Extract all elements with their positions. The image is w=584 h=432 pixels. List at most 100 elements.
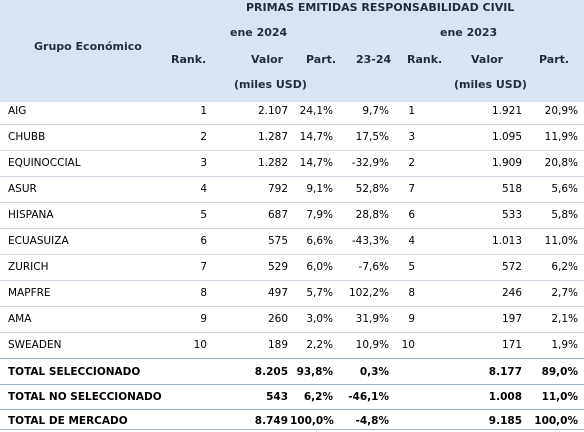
- cell-rank-b: 5: [408, 261, 415, 273]
- cell-rank-a: 2: [200, 131, 207, 143]
- cell-part-a: 14,7%: [299, 131, 333, 143]
- cell-part-b: 5,8%: [551, 209, 578, 221]
- cell-name: ECUASUIZA: [8, 235, 69, 247]
- cell-var: 52,8%: [355, 183, 389, 195]
- valor-2023-header: Valor: [471, 53, 504, 66]
- cell-valor-a: 575: [267, 235, 288, 247]
- cell-name: SWEADEN: [8, 339, 62, 351]
- cell-part-b: 5,6%: [551, 183, 578, 195]
- cell-var: -4,8%: [355, 415, 389, 427]
- cell-part-b: 89,0%: [541, 366, 578, 378]
- cell-rank-b: 8: [408, 287, 415, 299]
- cell-part-b: 6,2%: [551, 261, 578, 273]
- table-row: ASUR 4 792 9,1% 52,8% 7 518 5,6%: [0, 176, 584, 203]
- cell-valor-b: 518: [501, 183, 522, 195]
- cell-rank-a: 8: [200, 287, 207, 299]
- total-row: TOTAL NO SELECCIONADO 543 6,2% -46,1% 1.008 1…: [0, 384, 584, 410]
- cell-rank-b: 1: [408, 105, 415, 117]
- cell-valor-b: 9.185: [488, 415, 522, 427]
- cell-valor-b: 572: [501, 261, 522, 273]
- variation-header: 23-24: [356, 53, 392, 66]
- cell-valor-b: 1.095: [491, 131, 522, 143]
- table-row: SWEADEN 10 189 2,2% 10,9% 10 171 1,9%: [0, 332, 584, 359]
- cell-part-b: 11,9%: [544, 131, 578, 143]
- cell-name: ASUR: [8, 183, 37, 195]
- cell-part-a: 14,7%: [299, 157, 333, 169]
- cell-valor-a: 1.287: [257, 131, 288, 143]
- cell-name: ZURICH: [8, 261, 49, 273]
- cell-part-a: 93,8%: [296, 366, 333, 378]
- cell-rank-a: 6: [200, 235, 207, 247]
- units-2024-header: (miles USD): [234, 78, 307, 91]
- cell-valor-a: 2.107: [257, 105, 288, 117]
- table-header: PRIMAS EMITIDAS RESPONSABILIDAD CIVIL Gr…: [0, 0, 584, 102]
- cell-valor-a: 260: [267, 313, 288, 325]
- cell-name: TOTAL NO SELECCIONADO: [8, 391, 162, 403]
- table-row: ZURICH 7 529 6,0% -7,6% 5 572 6,2%: [0, 254, 584, 281]
- cell-var: -7,6%: [358, 261, 389, 273]
- cell-valor-b: 1.909: [491, 157, 522, 169]
- part-2023-header: Part.: [539, 53, 570, 66]
- cell-name: TOTAL DE MERCADO: [8, 415, 128, 427]
- cell-name: HISPANA: [8, 209, 54, 221]
- cell-rank-b: 3: [408, 131, 415, 143]
- cell-part-b: 11,0%: [541, 391, 578, 403]
- cell-name: MAPFRE: [8, 287, 51, 299]
- cell-name: EQUINOCCIAL: [8, 157, 81, 169]
- cell-part-b: 20,9%: [544, 105, 578, 117]
- cell-part-b: 2,1%: [551, 313, 578, 325]
- cell-part-a: 6,6%: [306, 235, 333, 247]
- cell-name: AMA: [8, 313, 32, 325]
- cell-var: -43,3%: [351, 235, 389, 247]
- cell-valor-a: 8.205: [254, 366, 288, 378]
- cell-rank-a: 10: [193, 339, 207, 351]
- cell-var: -46,1%: [348, 391, 389, 403]
- cell-part-b: 2,7%: [551, 287, 578, 299]
- cell-valor-b: 533: [501, 209, 522, 221]
- cell-var: 9,7%: [362, 105, 389, 117]
- rank-2023-header: Rank.: [407, 53, 443, 66]
- cell-rank-a: 9: [200, 313, 207, 325]
- cell-part-b: 20,8%: [544, 157, 578, 169]
- total-row: TOTAL SELECCIONADO 8.205 93,8% 0,3% 8.177 89,…: [0, 358, 584, 385]
- cell-part-a: 100,0%: [290, 415, 334, 427]
- cell-part-a: 24,1%: [299, 105, 333, 117]
- cell-rank-a: 1: [200, 105, 207, 117]
- cell-part-b: 100,0%: [534, 415, 578, 427]
- cell-part-b: 1,9%: [551, 339, 578, 351]
- period-2024-header: ene 2024: [230, 26, 288, 39]
- cell-rank-b: 7: [408, 183, 415, 195]
- cell-valor-b: 1.008: [488, 391, 522, 403]
- cell-valor-a: 8.749: [254, 415, 288, 427]
- cell-var: 28,8%: [355, 209, 389, 221]
- cell-part-a: 6,2%: [303, 391, 333, 403]
- cell-var: 10,9%: [355, 339, 389, 351]
- cell-var: -32,9%: [351, 157, 389, 169]
- cell-valor-b: 1.921: [491, 105, 522, 117]
- table-row: AIG 1 2.107 24,1% 9,7% 1 1.921 20,9%: [0, 98, 584, 125]
- cell-var: 102,2%: [348, 287, 389, 299]
- rank-2024-header: Rank.: [171, 53, 207, 66]
- cell-valor-b: 197: [501, 313, 522, 325]
- table-row: HISPANA 5 687 7,9% 28,8% 6 533 5,8%: [0, 202, 584, 229]
- units-2023-header: (miles USD): [454, 78, 527, 91]
- cell-var: 31,9%: [355, 313, 389, 325]
- table-row: MAPFRE 8 497 5,7% 102,2% 8 246 2,7%: [0, 280, 584, 307]
- group-column-header: Grupo Económico: [34, 40, 142, 53]
- cell-valor-b: 8.177: [488, 366, 522, 378]
- period-2023-header: ene 2023: [440, 26, 498, 39]
- cell-rank-a: 4: [200, 183, 207, 195]
- valor-2024-header: Valor: [251, 53, 284, 66]
- cell-part-a: 9,1%: [306, 183, 333, 195]
- cell-rank-b: 10: [401, 339, 415, 351]
- cell-name: TOTAL SELECCIONADO: [8, 366, 141, 378]
- total-row: TOTAL DE MERCADO 8.749 100,0% -4,8% 9.185 100…: [0, 410, 584, 430]
- cell-valor-b: 246: [501, 287, 522, 299]
- cell-valor-b: 171: [501, 339, 522, 351]
- table-title: PRIMAS EMITIDAS RESPONSABILIDAD CIVIL: [246, 1, 515, 14]
- cell-valor-a: 687: [267, 209, 288, 221]
- cell-rank-a: 3: [200, 157, 207, 169]
- table-row: ECUASUIZA 6 575 6,6% -43,3% 4 1.013 11,0%: [0, 228, 584, 255]
- cell-valor-a: 792: [267, 183, 288, 195]
